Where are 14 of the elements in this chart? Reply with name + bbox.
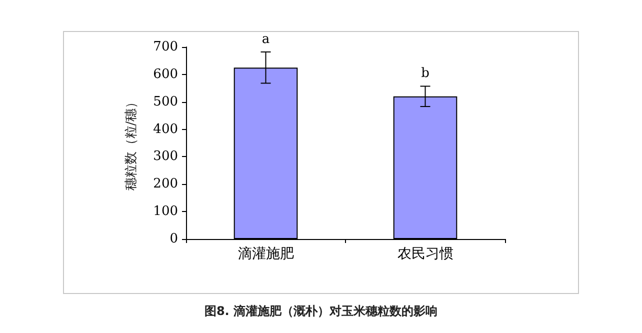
y-tick-label: 200 bbox=[153, 176, 178, 192]
x-tick-label: 滴灌施肥 bbox=[238, 246, 294, 262]
y-tick-label: 700 bbox=[153, 40, 178, 54]
y-tick-label: 500 bbox=[153, 94, 178, 110]
annotation: a bbox=[262, 32, 270, 47]
y-tick-label: 0 bbox=[170, 232, 178, 246]
annotation: b bbox=[421, 66, 430, 82]
y-tick-label: 300 bbox=[153, 149, 178, 164]
y-tick-label: 600 bbox=[153, 66, 178, 82]
text: 图8. 滴灌施肥（溉朴）对玉米穗粒数的影响 bbox=[203, 303, 439, 320]
y-tick-label: 400 bbox=[153, 122, 178, 137]
y-axis-title: 穗粒数（粒/穗） bbox=[124, 95, 139, 191]
x-tick-label: 农民习惯 bbox=[397, 246, 454, 262]
y-tick-label: 100 bbox=[153, 204, 178, 220]
